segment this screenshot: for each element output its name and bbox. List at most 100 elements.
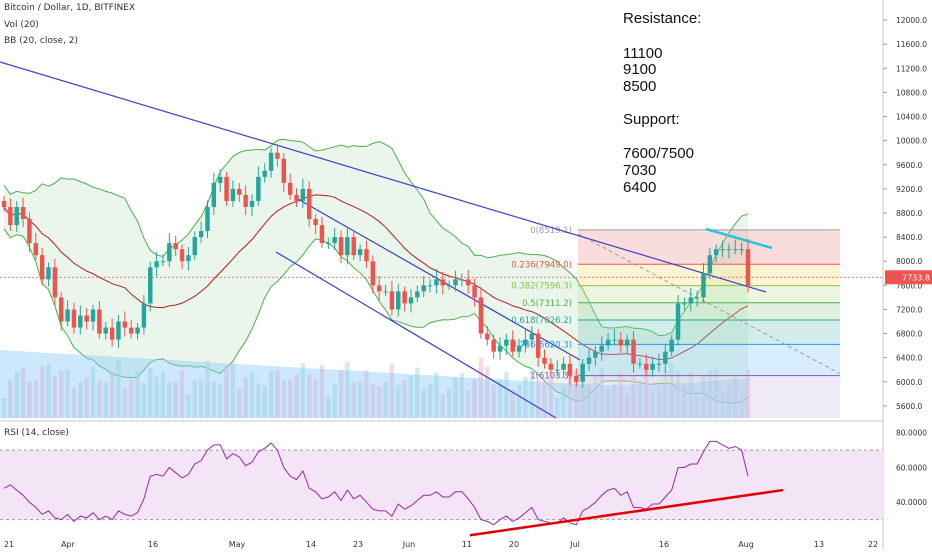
volume-bar: [71, 387, 77, 418]
fib-zone: [578, 319, 840, 345]
fib-level-label: 0.5(7311.2): [522, 299, 572, 309]
candle-body: [593, 351, 598, 358]
candle-body: [364, 249, 369, 262]
volume-bar: [268, 371, 274, 418]
volume-bar: [313, 379, 318, 418]
resistance-heading: Resistance:: [623, 10, 702, 27]
volume-bar: [415, 367, 420, 418]
candle-body: [580, 363, 585, 382]
candle-body: [567, 363, 573, 376]
bollinger-basis: [3, 194, 749, 361]
candle-body: [415, 291, 420, 298]
volume-bar: [179, 370, 185, 418]
fib-level-label: 1(6103.3): [530, 372, 572, 382]
candle-body: [453, 279, 458, 286]
candle-body: [733, 249, 738, 251]
volume-bar: [33, 380, 39, 418]
volume-bar: [694, 396, 700, 418]
volume-bar: [59, 370, 64, 418]
last-price-label: 7733.8: [902, 273, 930, 282]
fib-zone: [578, 375, 840, 418]
volume-bar: [535, 379, 541, 418]
fib-trend-line: [577, 233, 841, 375]
candle-body: [612, 339, 617, 341]
fib-level-label: 0(8519.1): [530, 226, 572, 236]
fib-level-label: 0.382(7596.3): [511, 282, 572, 292]
fib-level-label: 0.618(7026.2): [511, 316, 572, 326]
candle-body: [688, 297, 693, 304]
volume-bar: [396, 385, 401, 418]
candle-body: [230, 188, 236, 201]
time-tick-label: 16: [659, 540, 669, 549]
candle-body: [472, 285, 477, 298]
volume-bar: [8, 380, 13, 418]
volume-bar: [364, 370, 369, 418]
candle-body: [618, 339, 624, 346]
volume-bar: [586, 383, 592, 418]
volume-bar: [249, 372, 255, 418]
candle-body: [644, 363, 649, 370]
candle-body: [739, 249, 744, 251]
price-tick-label: 6000.0: [896, 378, 922, 387]
bollinger-upper: [3, 138, 749, 337]
volume-bar: [472, 379, 477, 418]
volume-bar: [529, 368, 535, 418]
candle-body: [478, 297, 484, 334]
volume-bar: [345, 362, 350, 418]
candle-body: [656, 363, 662, 365]
candle-body: [497, 345, 503, 352]
resistance-level-3: 8500: [623, 78, 657, 95]
candle-body: [326, 243, 331, 245]
volume-bar: [650, 390, 655, 418]
volume-bar: [116, 360, 121, 418]
volume-bar: [510, 389, 515, 418]
volume-bar: [135, 371, 140, 418]
volume-bar: [707, 370, 713, 418]
volume-bar: [427, 384, 433, 418]
candle-body: [574, 375, 579, 382]
volume-bar: [243, 377, 248, 418]
candle-body: [186, 255, 191, 262]
volume-bar: [294, 374, 299, 418]
volume-legend: Vol (20): [4, 20, 39, 30]
volume-bar: [154, 376, 159, 418]
time-tick-label: 16: [148, 540, 158, 549]
candle-body: [663, 351, 668, 364]
candle-body: [631, 339, 636, 364]
volume-bar: [173, 381, 178, 418]
candle-body: [243, 194, 248, 207]
volume-bar: [675, 371, 681, 418]
volume-bar: [408, 375, 414, 418]
candle-body: [205, 206, 210, 232]
volume-bar: [148, 368, 153, 418]
price-tick-label: 10000.0: [896, 137, 927, 146]
volume-bar: [567, 375, 573, 418]
volume-bar: [421, 388, 426, 418]
candle-body: [141, 303, 147, 328]
candle-body: [90, 309, 96, 322]
time-tick-label: 20: [509, 540, 519, 549]
candle-body: [485, 333, 490, 340]
volume-bar: [237, 388, 242, 418]
candle-body: [637, 363, 643, 365]
time-tick-label: Aug: [738, 540, 754, 549]
volume-bar: [453, 377, 458, 418]
volume-bar: [109, 371, 115, 418]
volume-bar: [446, 389, 452, 418]
bollinger-fill: [4, 139, 748, 404]
volume-bar: [230, 364, 236, 418]
time-tick-label: 22: [868, 540, 878, 549]
price-tick-label: 10400.0: [896, 113, 927, 122]
candle-body: [504, 339, 509, 346]
candle-body: [122, 321, 128, 328]
last-price-tag: [885, 270, 932, 285]
volume-bar: [300, 363, 306, 418]
candle-body: [211, 182, 217, 207]
candle-body: [408, 297, 414, 304]
candle-body: [281, 158, 287, 183]
candle-body: [745, 249, 751, 286]
time-tick-label: 11: [462, 540, 472, 549]
channel-lower-line: [275, 251, 557, 419]
time-tick-label: Jun: [402, 540, 416, 549]
